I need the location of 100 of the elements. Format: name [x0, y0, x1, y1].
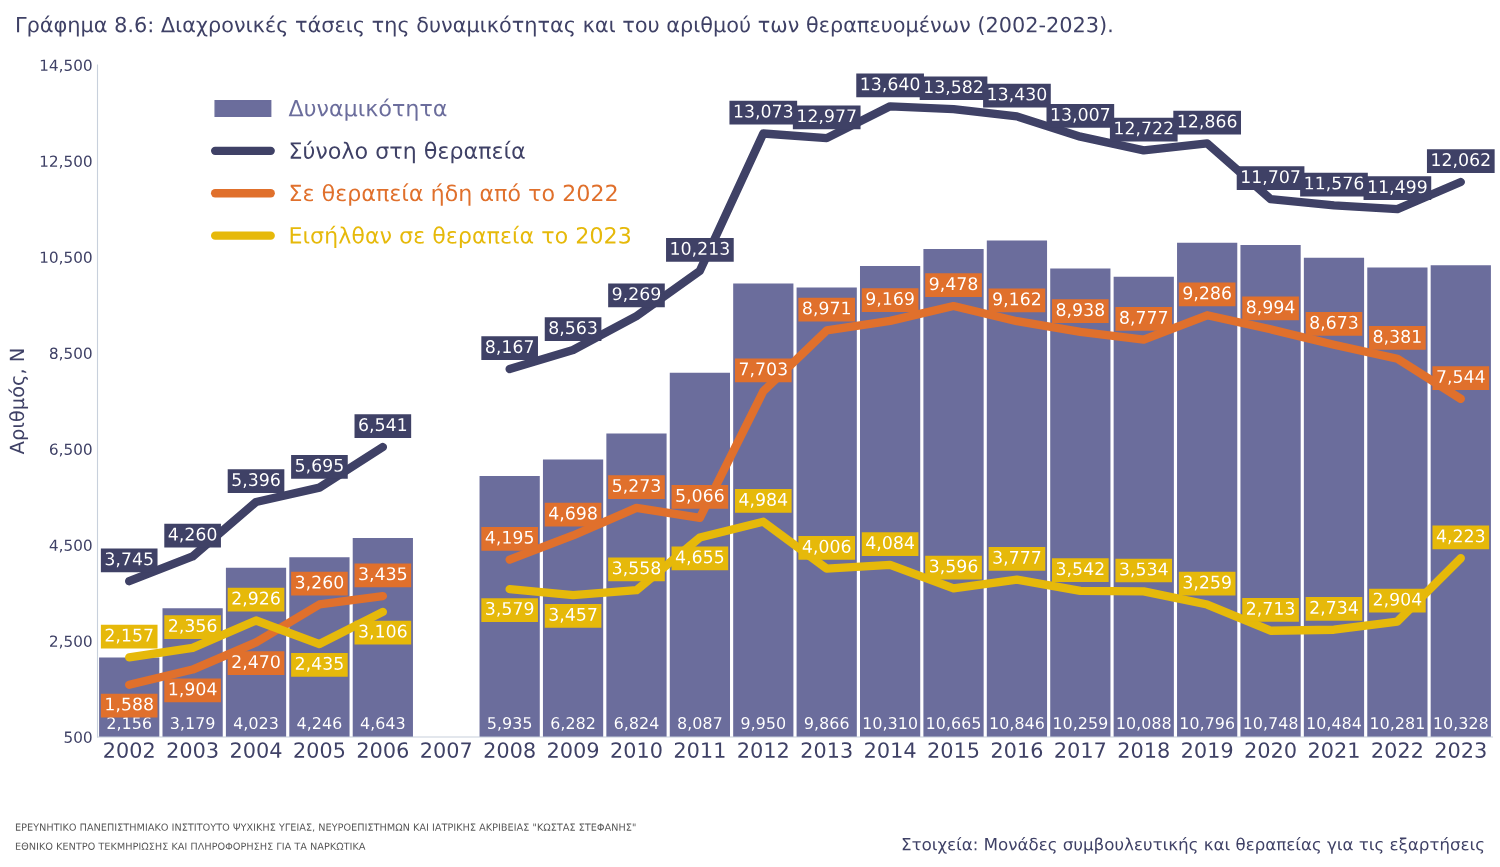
x-tick-label: 2007 [421, 742, 471, 758]
data-label: 9,950 [741, 717, 786, 731]
data-label: 3,777 [993, 550, 1041, 566]
data-label: 2,904 [1373, 592, 1422, 608]
data-label: 4,223 [1436, 529, 1485, 545]
x-tick-label: 2023 [1435, 742, 1486, 758]
data-label: 6,282 [551, 717, 595, 731]
data-label: 5,695 [295, 458, 343, 474]
data-label: 4,023 [233, 717, 278, 731]
data-label: 10,328 [1434, 717, 1488, 731]
data-label: 2,734 [1310, 600, 1358, 616]
data-label: 3,745 [105, 552, 153, 568]
chart-title: Γράφημα 8.6: Διαχρονικές τάσεις της δυναμικότητας και του αριθμού των θεραπευομένων (2002-2023). [17, 15, 1112, 37]
data-label: 2,470 [232, 655, 280, 671]
data-label: 9,269 [612, 287, 661, 303]
data-label: 4,195 [485, 530, 533, 546]
x-tick-label: 2002 [104, 742, 154, 758]
data-label: 4,246 [297, 717, 342, 731]
data-label: 8,994 [1246, 300, 1295, 316]
data-label: 10,088 [1117, 717, 1171, 731]
data-label: 1,588 [106, 697, 153, 713]
data-label: 10,259 [1054, 717, 1108, 731]
data-label: 8,167 [485, 340, 534, 355]
x-tick-label: 2020 [1245, 742, 1296, 758]
data-label: 10,846 [990, 717, 1044, 731]
data-label: 3,558 [612, 561, 661, 577]
data-label: 2,157 [105, 628, 153, 644]
data-label: 10,796 [1180, 717, 1235, 731]
data-label: 3,106 [359, 624, 407, 640]
x-tick-label: 2015 [928, 742, 979, 758]
y-tick-label: 14,500 [40, 59, 92, 73]
text: Στοιχεία: Μονάδες συμβουλευτικής και θεραπείας για τις εξαρτήσεις [902, 836, 1484, 854]
data-label: 4,984 [739, 492, 788, 508]
x-tick-label: 2005 [294, 742, 345, 758]
data-label: 13,073 [734, 104, 793, 120]
data-label: 4,643 [360, 717, 405, 731]
data-label: 9,169 [866, 291, 914, 307]
data-label: 10,281 [1371, 717, 1424, 731]
y-tick-label: 500 [64, 731, 92, 743]
data-label: 4,006 [802, 539, 851, 555]
data-label: 4,698 [549, 506, 597, 522]
data-label: 5,066 [676, 488, 724, 504]
x-tick-label: 2003 [167, 742, 218, 758]
data-label: 13,640 [861, 77, 920, 93]
data-label: 11,499 [1368, 180, 1427, 196]
legend-label: Σε θεραπεία ήδη από το 2022 [290, 183, 617, 206]
x-tick-label: 2016 [991, 742, 1043, 758]
data-label: 5,935 [488, 717, 532, 731]
data-label: 11,576 [1305, 176, 1364, 192]
data-label: 9,866 [804, 717, 849, 731]
data-label: 7,544 [1437, 370, 1485, 385]
data-label: 13,007 [1051, 107, 1110, 123]
y-tick-label: 12,500 [40, 155, 92, 169]
x-tick-label: 2022 [1372, 742, 1422, 758]
data-label: 5,273 [612, 478, 660, 494]
legend-label: Σύνολο στη θεραπεία [290, 140, 525, 164]
y-axis-title: Αριθμός, Ν [8, 349, 29, 455]
data-label: 9,478 [929, 277, 978, 293]
data-label: 8,777 [1120, 310, 1168, 326]
data-label: 8,673 [1310, 315, 1358, 331]
data-label: 8,971 [803, 301, 850, 317]
data-label: 3,596 [930, 559, 978, 575]
data-label: 10,665 [927, 717, 981, 731]
data-label: 3,435 [359, 567, 407, 583]
data-label: 8,563 [549, 321, 597, 336]
data-label: 12,977 [798, 109, 856, 125]
data-label: 3,260 [295, 575, 344, 591]
data-label: 4,655 [675, 550, 724, 566]
data-label: 4,260 [168, 527, 217, 543]
x-tick-label: 2014 [865, 742, 916, 758]
data-label: 11,707 [1242, 170, 1300, 186]
data-label: 2,156 [107, 717, 152, 731]
data-label: 3,534 [1120, 562, 1168, 578]
data-label: 3,259 [1183, 575, 1231, 591]
x-tick-label: 2019 [1182, 742, 1233, 758]
x-tick-label: 2006 [357, 742, 409, 758]
x-tick-label: 2018 [1118, 742, 1169, 758]
x-tick-label: 2012 [738, 742, 788, 758]
data-label: 7,703 [739, 362, 787, 378]
data-label: 10,213 [671, 241, 729, 257]
data-label: 3,579 [486, 601, 534, 617]
data-label: 10,484 [1307, 717, 1362, 731]
data-label: 5,396 [232, 473, 280, 488]
data-label: 13,430 [988, 87, 1047, 103]
x-tick-label: 2011 [674, 742, 725, 758]
y-tick-label: 2,500 [50, 635, 92, 649]
data-label: 4,084 [866, 536, 914, 551]
y-tick-label: 8,500 [49, 347, 92, 361]
data-label: 8,087 [678, 717, 722, 731]
y-tick-label: 6,500 [49, 443, 92, 457]
x-tick-label: 2013 [801, 742, 852, 758]
data-label: 2,926 [232, 591, 280, 607]
x-tick-label: 2008 [484, 742, 535, 758]
data-label: 9,162 [993, 292, 1041, 308]
data-label: 3,179 [170, 717, 215, 731]
x-tick-label: 2010 [611, 742, 662, 758]
data-label: 3,542 [1056, 562, 1104, 577]
data-label: 1,904 [169, 682, 217, 698]
x-tick-label: 2004 [231, 742, 282, 758]
text: ΕΘΝΙΚΟ ΚΕΝΤΡΟ ΤΕΚΜΗΡΙΩΣΗΣ ΚΑΙ ΠΛΗΡΟΦΟΡΗΣΗΣ ΓΙΑ ΤΑ ΝΑΡΚΩΤΙΚΑ [15, 842, 366, 850]
